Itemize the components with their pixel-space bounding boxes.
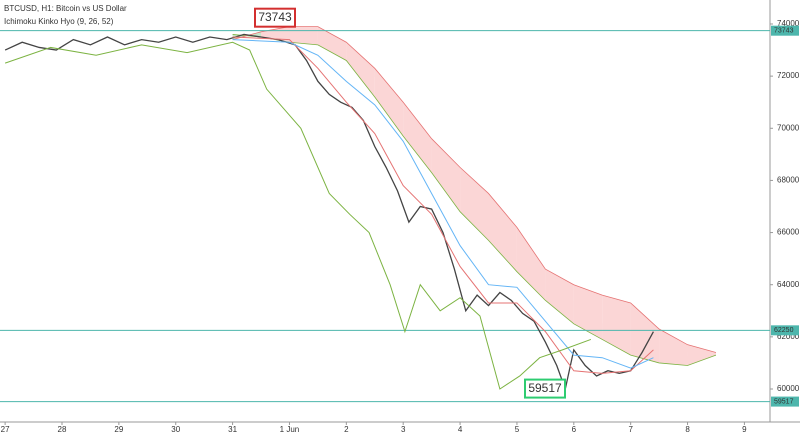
x-tick-label: 5 <box>515 425 520 434</box>
y-tick-label: 72000 <box>777 71 800 80</box>
x-tick-label: 3 <box>401 425 406 434</box>
cloud-segment <box>289 26 318 45</box>
cloud-segment <box>687 344 716 366</box>
x-tick-label: 2 <box>344 425 349 434</box>
x-tick-label: 27 <box>1 425 10 434</box>
y-tick-label: 64000 <box>777 280 800 289</box>
cloud-segment <box>317 26 347 61</box>
y-tick-label: 60000 <box>777 384 800 393</box>
level-axis-box <box>771 25 799 36</box>
indicator-title: Ichimoku Kinko Hyo (9, 26, 52) <box>4 17 114 26</box>
cloud-segment <box>346 42 375 97</box>
x-tick-label: 7 <box>628 425 633 434</box>
cloud-segment <box>460 167 489 241</box>
level-axis-box <box>771 396 799 407</box>
plot-area <box>0 26 770 403</box>
cloud-segment <box>659 329 688 366</box>
y-tick-label: 70000 <box>777 123 800 132</box>
series-line <box>4 41 592 390</box>
cloud-segment <box>516 227 546 301</box>
level-callout-label: 59517 <box>528 381 562 395</box>
cloud-segment <box>431 138 461 212</box>
cloud-segment <box>630 302 660 363</box>
x-tick-label: 28 <box>58 425 67 434</box>
y-tick-label: 62000 <box>777 332 800 341</box>
level-axis-label: 62250 <box>774 327 794 334</box>
x-tick-label: 8 <box>685 425 690 434</box>
series-line <box>232 39 654 369</box>
y-tick-label: 74000 <box>777 19 800 28</box>
level-callout-box <box>524 378 566 399</box>
cloud-segment <box>573 284 603 340</box>
x-tick-label: 6 <box>572 425 577 434</box>
x-tick-label: 4 <box>458 425 463 434</box>
level-axis-box <box>771 325 799 336</box>
cloud-span-b <box>232 26 717 353</box>
x-tick-label: 1 Jun <box>280 425 300 434</box>
cloud-segment <box>545 269 574 324</box>
cloud-segment <box>602 295 631 356</box>
x-tick-label: 30 <box>171 425 180 434</box>
cloud-segment <box>374 68 404 137</box>
level-callout-box <box>254 7 296 28</box>
x-tick-label: 31 <box>228 425 237 434</box>
level-axis-label: 73743 <box>774 28 794 35</box>
y-tick-label: 68000 <box>777 176 800 185</box>
cloud-span-a <box>232 34 717 366</box>
chart-title: BTCUSD, H1: Bitcoin vs US Dollar <box>4 4 127 13</box>
level-axis-label: 59517 <box>774 398 794 405</box>
y-tick-label: 66000 <box>777 228 800 237</box>
x-tick-label: 29 <box>114 425 123 434</box>
cloud-segment <box>488 193 517 272</box>
cloud-segment <box>403 102 432 173</box>
x-tick-label: 9 <box>742 425 747 434</box>
series-line <box>232 36 654 374</box>
level-callout-label: 73743 <box>258 10 292 24</box>
